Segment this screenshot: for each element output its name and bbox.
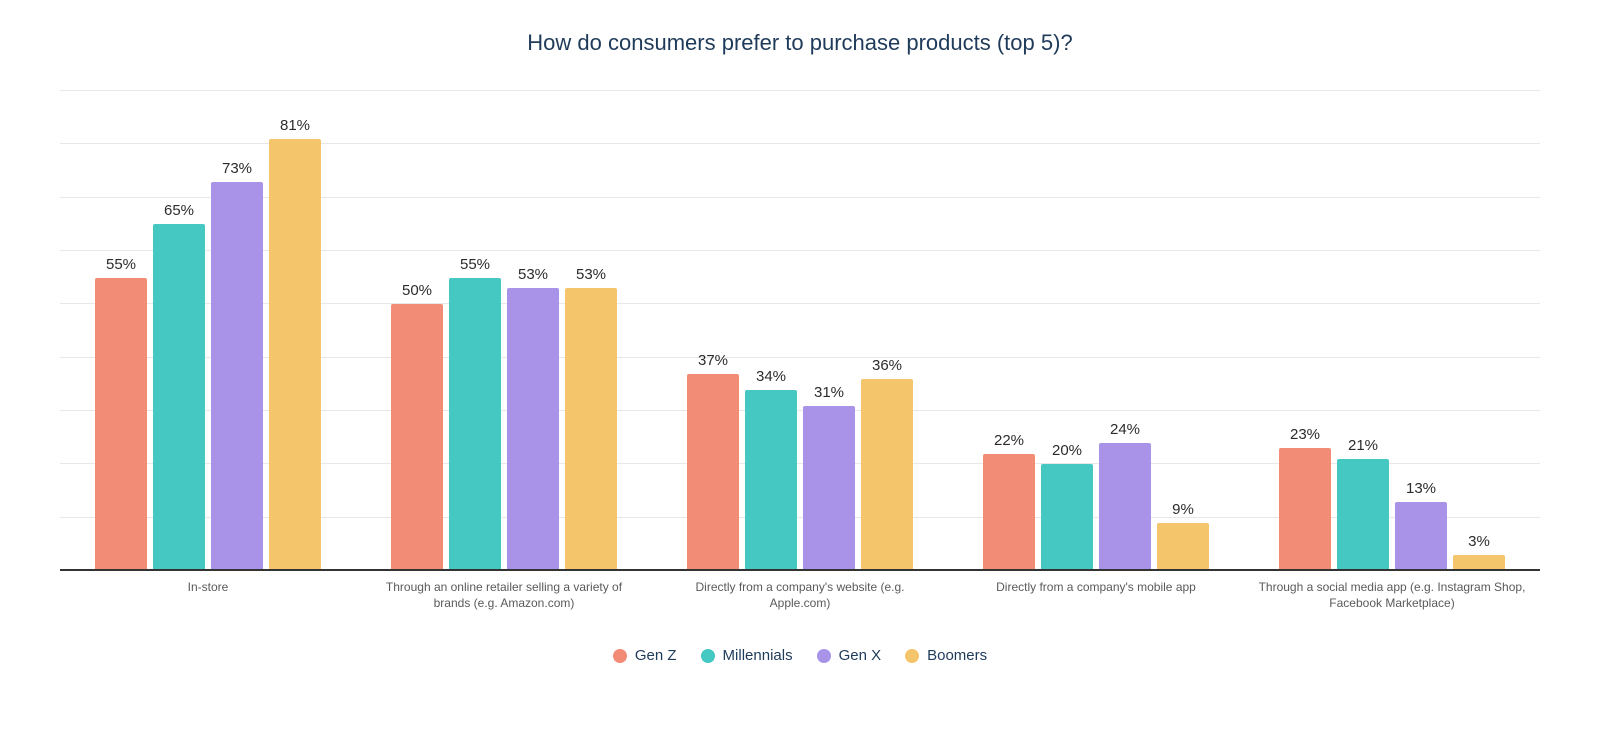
- legend-item: Millennials: [701, 647, 793, 664]
- x-axis-label: In-store: [60, 579, 356, 619]
- bar-group: 23%21%13%3%: [1244, 91, 1540, 571]
- bar-value-label: 36%: [872, 357, 902, 374]
- chart-container: How do consumers prefer to purchase prod…: [0, 0, 1600, 750]
- legend-swatch: [905, 649, 919, 663]
- bar-value-label: 53%: [518, 266, 548, 283]
- legend-swatch: [613, 649, 627, 663]
- x-axis-label: Through a social media app (e.g. Instagr…: [1244, 579, 1540, 619]
- bar-group: 37%34%31%36%: [652, 91, 948, 571]
- bar: 36%: [861, 379, 913, 571]
- bar: 50%: [391, 304, 443, 571]
- legend-item: Gen X: [817, 647, 882, 664]
- bar: 65%: [153, 224, 205, 571]
- bar: 55%: [449, 278, 501, 571]
- bar: 9%: [1157, 523, 1209, 571]
- bar-value-label: 21%: [1348, 437, 1378, 454]
- bar: 21%: [1337, 459, 1389, 571]
- bar: 24%: [1099, 443, 1151, 571]
- bar-value-label: 53%: [576, 266, 606, 283]
- x-axis-labels: In-storeThrough an online retailer selli…: [60, 579, 1540, 619]
- bar: 37%: [687, 374, 739, 571]
- bar: 20%: [1041, 464, 1093, 571]
- bar: 55%: [95, 278, 147, 571]
- legend-item: Gen Z: [613, 647, 677, 664]
- x-axis-baseline: [60, 569, 1540, 571]
- bar-value-label: 81%: [280, 117, 310, 134]
- legend-label: Millennials: [723, 647, 793, 664]
- bar-group: 55%65%73%81%: [60, 91, 356, 571]
- bar: 13%: [1395, 502, 1447, 571]
- bar: 53%: [565, 288, 617, 571]
- x-axis-label: Through an online retailer selling a var…: [356, 579, 652, 619]
- bar-group: 22%20%24%9%: [948, 91, 1244, 571]
- bar-value-label: 65%: [164, 202, 194, 219]
- legend: Gen Z Millennials Gen X Boomers: [50, 647, 1550, 664]
- bar-value-label: 13%: [1406, 480, 1436, 497]
- x-axis-label: Directly from a company's website (e.g. …: [652, 579, 948, 619]
- legend-swatch: [817, 649, 831, 663]
- legend-label: Gen X: [839, 647, 882, 664]
- bar: 53%: [507, 288, 559, 571]
- bar-value-label: 55%: [460, 256, 490, 273]
- bar-value-label: 34%: [756, 368, 786, 385]
- bar: 81%: [269, 139, 321, 571]
- bar: 31%: [803, 406, 855, 571]
- bar-value-label: 37%: [698, 352, 728, 369]
- bar-groups: 55%65%73%81%50%55%53%53%37%34%31%36%22%2…: [60, 91, 1540, 571]
- bar-value-label: 9%: [1172, 501, 1194, 518]
- bar-group: 50%55%53%53%: [356, 91, 652, 571]
- bar-value-label: 20%: [1052, 442, 1082, 459]
- x-axis-label: Directly from a company's mobile app: [948, 579, 1244, 619]
- bar-value-label: 24%: [1110, 421, 1140, 438]
- bar-value-label: 31%: [814, 384, 844, 401]
- bar-value-label: 73%: [222, 160, 252, 177]
- bar: 34%: [745, 390, 797, 571]
- legend-item: Boomers: [905, 647, 987, 664]
- legend-swatch: [701, 649, 715, 663]
- plot-area: 55%65%73%81%50%55%53%53%37%34%31%36%22%2…: [60, 91, 1540, 571]
- bar-value-label: 22%: [994, 432, 1024, 449]
- bar: 23%: [1279, 448, 1331, 571]
- bar-value-label: 3%: [1468, 533, 1490, 550]
- bar-value-label: 55%: [106, 256, 136, 273]
- chart-title: How do consumers prefer to purchase prod…: [50, 30, 1550, 56]
- legend-label: Gen Z: [635, 647, 677, 664]
- legend-label: Boomers: [927, 647, 987, 664]
- bar-value-label: 23%: [1290, 426, 1320, 443]
- bar-value-label: 50%: [402, 282, 432, 299]
- bar: 73%: [211, 182, 263, 571]
- bar: 22%: [983, 454, 1035, 571]
